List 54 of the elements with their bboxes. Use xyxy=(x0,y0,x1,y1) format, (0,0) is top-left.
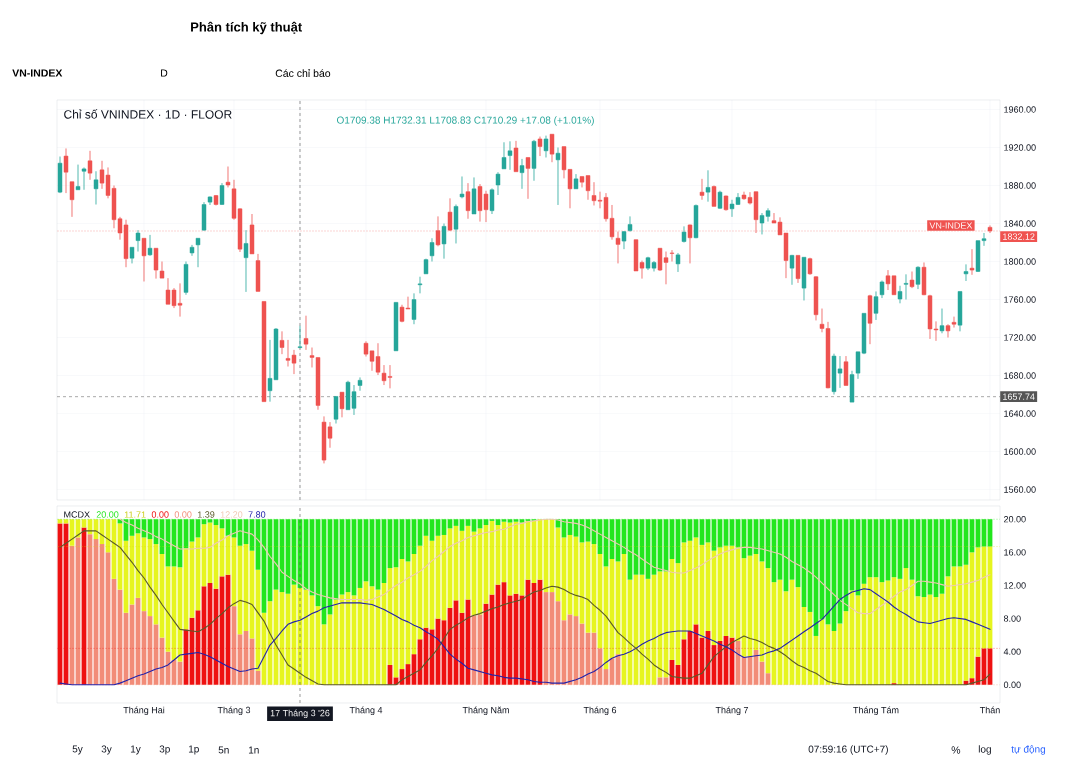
annotation: 7.80 xyxy=(248,511,266,518)
y-tick-label: 1720.00 xyxy=(1004,334,1036,341)
text: 3y xyxy=(101,745,112,755)
y-tick-label: 8.00 xyxy=(1003,615,1021,622)
annotation: 1.39 xyxy=(197,511,215,518)
annotation: 0.00 xyxy=(174,511,192,518)
annotation: 12.20 xyxy=(220,511,243,518)
text: 3p xyxy=(159,745,170,755)
y-tick-label: 20.00 xyxy=(1004,516,1026,523)
y-tick-label: 0.00 xyxy=(1003,681,1021,688)
y-tick-label: 1760.00 xyxy=(1004,296,1036,303)
x-tick-label: Tháng 4 xyxy=(349,706,383,716)
x-tick-label: 17 Tháng 3 '26 xyxy=(270,709,330,719)
x-tick-label: Tháng 3 xyxy=(217,706,251,716)
y-tick-label: 1880.00 xyxy=(1004,182,1036,189)
text: D xyxy=(161,69,168,77)
text: 1p xyxy=(188,745,199,755)
y-tick-label: 16.00 xyxy=(1004,549,1026,556)
y-tick-label: 1960.00 xyxy=(1004,106,1036,113)
text: O1709.38 H1732.31 L1708.83 C1710.29 +17.08 (+1.01%) xyxy=(337,116,594,126)
text: log xyxy=(978,745,991,755)
ref-line-label: 1832.12 xyxy=(1003,233,1035,240)
y-tick-label: 1680.00 xyxy=(1004,372,1036,379)
annotation: 11.71 xyxy=(124,511,146,518)
ref-line-label: 1657.74 xyxy=(1003,393,1035,400)
text: % xyxy=(951,746,961,754)
y-tick-label: 1920.00 xyxy=(1004,144,1036,151)
x-tick-label: Tháng 6 xyxy=(583,706,617,716)
y-tick-label: 1800.00 xyxy=(1004,258,1036,265)
text: tự động xyxy=(1011,745,1046,755)
text: 1y xyxy=(130,745,141,755)
text: 5n xyxy=(218,746,229,754)
y-tick-label: 4.00 xyxy=(1003,648,1021,655)
y-tick-label: 12.00 xyxy=(1004,582,1026,589)
text: Phân tích kỹ thuật xyxy=(191,21,302,35)
x-tick-label: Thán xyxy=(979,706,1000,714)
x-tick-label: Tháng Năm xyxy=(462,706,509,716)
x-tick-label: Tháng Hai xyxy=(123,706,165,716)
y-tick-label: 1600.00 xyxy=(1004,448,1036,455)
y-tick-label: 1640.00 xyxy=(1004,410,1036,417)
x-tick-label: Tháng 7 xyxy=(715,706,749,716)
annotation: 20.00 xyxy=(96,511,119,518)
y-tick-label: 1560.00 xyxy=(1004,486,1036,493)
text: 5y xyxy=(72,745,83,755)
text: Các chỉ báo xyxy=(275,68,331,78)
annotation: 0.00 xyxy=(151,511,169,518)
text: VN-INDEX xyxy=(12,69,63,77)
chart-title: MCDX xyxy=(64,511,90,518)
y-tick-label: 1840.00 xyxy=(1004,220,1036,227)
text: Chỉ số VNINDEX · 1D · FLOOR xyxy=(64,109,232,119)
x-tick-label: Tháng Tám xyxy=(853,706,899,716)
annotation: VN-INDEX xyxy=(929,222,973,229)
text: 07:59:16 (UTC+7) xyxy=(808,745,888,755)
text: 1n xyxy=(248,746,259,754)
